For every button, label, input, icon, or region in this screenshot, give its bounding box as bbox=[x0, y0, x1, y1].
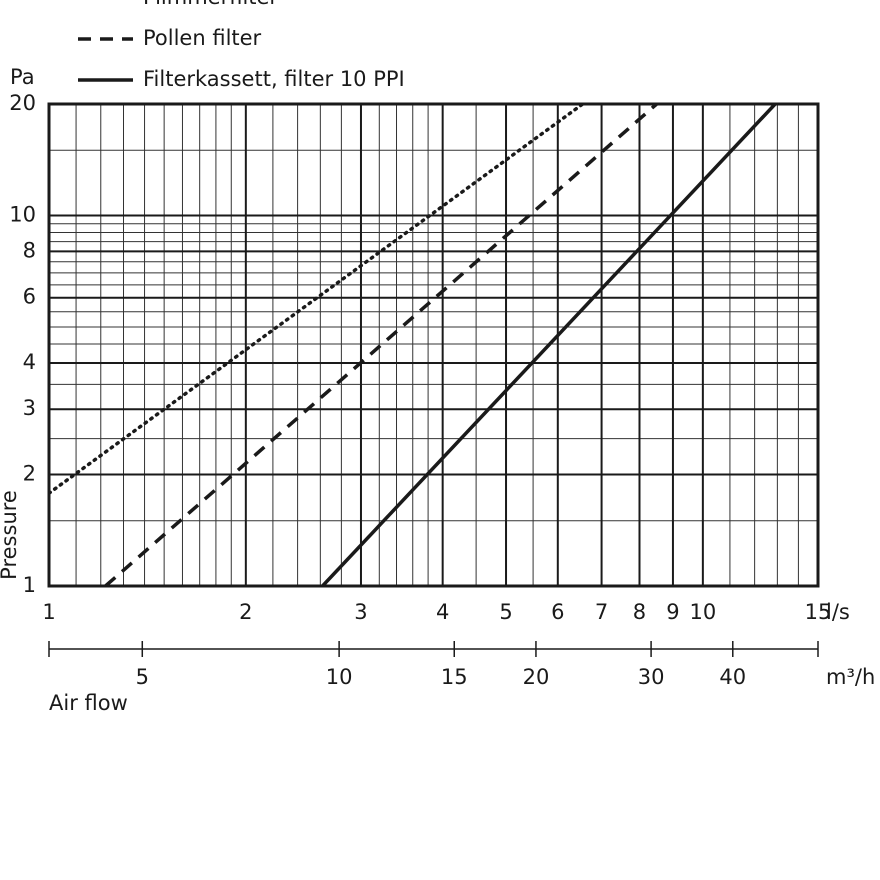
y-unit: Pa bbox=[10, 65, 35, 89]
legend-label: Pollen filter bbox=[143, 26, 262, 50]
y-label: Pressure bbox=[0, 490, 21, 580]
x-tick-label: 9 bbox=[666, 600, 679, 624]
y-tick-label: 1 bbox=[23, 573, 36, 597]
x-tick-label: 6 bbox=[551, 600, 564, 624]
series-line bbox=[104, 104, 658, 586]
x2-tick-label: 30 bbox=[638, 665, 665, 689]
x-unit: l/s bbox=[826, 600, 850, 624]
y-tick-label: 4 bbox=[23, 350, 36, 374]
x-label: Air flow bbox=[49, 691, 128, 715]
x2-tick-label: 5 bbox=[136, 665, 149, 689]
x2-tick-label: 15 bbox=[441, 665, 468, 689]
x-tick-label: 1 bbox=[42, 600, 55, 624]
y-tick-label: 20 bbox=[9, 91, 36, 115]
y-tick-label: 8 bbox=[23, 238, 36, 262]
x-tick-label: 3 bbox=[354, 600, 367, 624]
legend-label: Flimmerfilter bbox=[143, 0, 278, 9]
series-line bbox=[321, 104, 777, 586]
x-tick-label: 7 bbox=[595, 600, 608, 624]
x2-unit: m³/h bbox=[826, 665, 875, 689]
x2-tick-label: 20 bbox=[523, 665, 550, 689]
legend-label: Filterkassett, filter 10 PPI bbox=[143, 67, 405, 91]
x-tick-label: 2 bbox=[239, 600, 252, 624]
series-line bbox=[49, 104, 585, 495]
y-tick-label: 10 bbox=[9, 203, 36, 227]
x-tick-label: 8 bbox=[633, 600, 646, 624]
x2-tick-label: 10 bbox=[326, 665, 353, 689]
y-tick-label: 6 bbox=[23, 285, 36, 309]
x-tick-label: 5 bbox=[499, 600, 512, 624]
y-tick-label: 2 bbox=[23, 461, 36, 485]
x2-tick-label: 40 bbox=[719, 665, 746, 689]
x-tick-label: 4 bbox=[436, 600, 449, 624]
x-tick-label: 15 bbox=[805, 600, 832, 624]
plot-frame bbox=[47, 102, 820, 588]
x-tick-label: 10 bbox=[689, 600, 716, 624]
y-tick-label: 3 bbox=[23, 396, 36, 420]
